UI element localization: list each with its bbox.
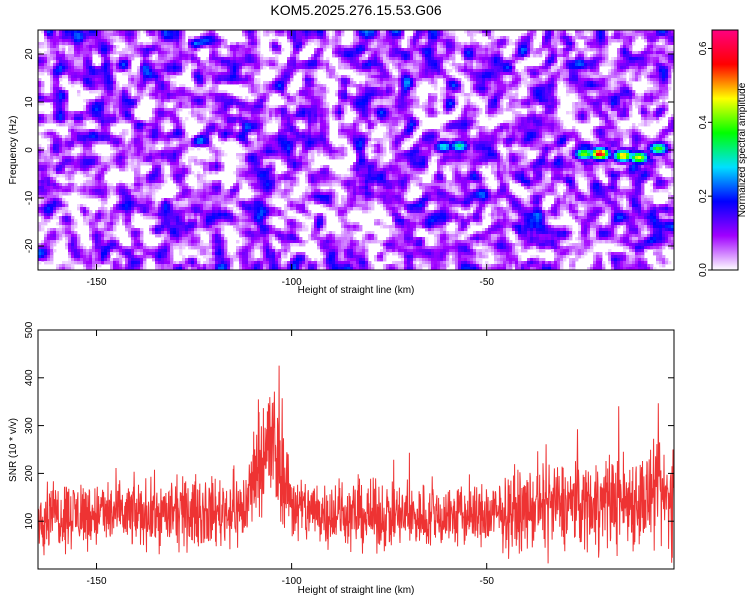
colorbar: 0.0 0.2 0.4 0.6 Normalized spectral amplitu… [698, 29, 748, 277]
colorbar-tick-label: 0.4 [698, 115, 709, 129]
spectrogram-x-ticks: -150 -100 -50 [87, 30, 494, 288]
colorbar-tick-label: 0.2 [698, 189, 709, 203]
snr-x-label: Height of straight line (km) [298, 585, 415, 596]
snr-panel: -150 -100 -50 100 200 300 400 500 Height of st… [8, 321, 675, 596]
snr-x-tick-label: -50 [479, 576, 494, 587]
snr-y-tick-label: 500 [24, 321, 35, 338]
snr-x-tick-label: -150 [87, 576, 107, 587]
snr-frame [37, 329, 675, 570]
snr-y-tick-label: 400 [24, 369, 35, 386]
spectrogram-y-tick-label: 10 [24, 96, 35, 108]
snr-y-tick-label: 300 [24, 417, 35, 434]
colorbar-ticks: 0.0 0.2 0.4 0.6 [698, 41, 712, 277]
snr-x-tick-label: -100 [282, 576, 302, 587]
figure-title: KOM5.2025.276.15.53.G06 [270, 2, 441, 18]
spectrogram-x-tick-label: -150 [87, 277, 107, 288]
snr-series-line [38, 365, 674, 564]
colorbar-label: Normalized spectral amplitude [737, 82, 748, 217]
spectrogram-image [38, 30, 674, 270]
spectrogram-x-label: Height of straight line (km) [298, 285, 415, 296]
colorbar-tick-label: 0.0 [698, 263, 709, 277]
colorbar-tick-label: 0.6 [698, 41, 709, 55]
spectrogram-y-ticks: -20 -10 0 10 20 [24, 48, 674, 253]
snr-y-label: SNR (10 * v/v) [8, 418, 19, 482]
snr-y-tick-label: 200 [24, 465, 35, 482]
colorbar-gradient [711, 29, 739, 271]
snr-y-ticks: 100 200 300 400 500 [24, 321, 674, 530]
spectrogram-y-tick-label: 0 [24, 147, 35, 153]
snr-y-tick-label: 100 [24, 512, 35, 529]
spectrogram-y-tick-label: -10 [24, 190, 35, 205]
snr-x-ticks: -150 -100 -50 [87, 330, 494, 587]
spectrogram-x-tick-label: -50 [479, 277, 494, 288]
spectrogram-y-tick-label: 20 [24, 48, 35, 60]
spectrogram-x-tick-label: -100 [282, 277, 302, 288]
spectrogram-y-label: Frequency (Hz) [8, 116, 19, 185]
spectrogram-y-tick-label: -20 [24, 238, 35, 253]
